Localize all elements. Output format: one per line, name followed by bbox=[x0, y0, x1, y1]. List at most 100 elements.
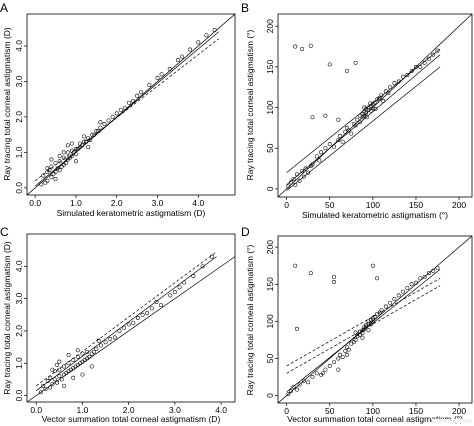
data-point-c bbox=[87, 354, 92, 359]
x-tick-label-a: 0.0 bbox=[29, 198, 41, 208]
data-point-c bbox=[43, 387, 48, 392]
x-ticks-b: 0 50 100 150 200 bbox=[284, 197, 466, 210]
data-point-a bbox=[96, 129, 101, 134]
data-point-b bbox=[409, 68, 414, 73]
fit-line-a-3 bbox=[34, 38, 219, 182]
data-point-a bbox=[69, 153, 74, 158]
data-point-c bbox=[117, 328, 122, 333]
data-point-b bbox=[370, 106, 375, 111]
data-point-b bbox=[401, 74, 405, 79]
data-point-a bbox=[65, 150, 70, 155]
data-point-c bbox=[48, 385, 53, 390]
data-point-b bbox=[426, 56, 431, 61]
data-point-c bbox=[45, 379, 50, 383]
data-point-a bbox=[63, 161, 68, 166]
x-tick-label-c: 4.0 bbox=[215, 405, 227, 415]
data-point-b bbox=[373, 107, 378, 112]
y-tick-label-d: 150 bbox=[265, 277, 275, 291]
data-point-d bbox=[336, 367, 341, 372]
data-point-a bbox=[118, 107, 123, 112]
data-point-d bbox=[426, 271, 431, 276]
data-point-d bbox=[327, 363, 332, 368]
publisher-credit-stamp bbox=[432, 419, 472, 423]
panel-label-d: D bbox=[241, 225, 250, 239]
data-point-b bbox=[405, 73, 410, 77]
data-point-d bbox=[346, 347, 351, 352]
data-point-c bbox=[177, 285, 182, 290]
x-tick-label-d: 150 bbox=[409, 406, 423, 416]
data-point-c bbox=[71, 358, 76, 362]
data-point-c bbox=[126, 322, 131, 327]
data-point-d bbox=[362, 327, 367, 332]
panel-label-a: A bbox=[0, 1, 8, 15]
data-point-b bbox=[357, 120, 362, 125]
data-point-d bbox=[353, 330, 358, 335]
data-point-a bbox=[94, 129, 99, 134]
data-point-b bbox=[388, 85, 393, 90]
y-tick-label-c: 3.0 bbox=[14, 292, 24, 304]
data-point-d bbox=[409, 282, 414, 287]
data-point-a bbox=[49, 175, 54, 180]
data-point-b bbox=[346, 128, 351, 133]
data-point-a bbox=[84, 139, 89, 144]
y-axis-label-d: Ray tracing total corneal astigmatism (°… bbox=[245, 244, 255, 395]
data-point-b bbox=[323, 146, 328, 151]
data-point-d bbox=[418, 276, 423, 281]
data-point-d bbox=[422, 274, 427, 279]
data-point-b bbox=[303, 166, 308, 171]
fit-line-d-3 bbox=[286, 278, 441, 367]
data-point-d bbox=[336, 356, 341, 361]
data-point-d bbox=[360, 331, 365, 336]
data-point-b bbox=[314, 154, 319, 159]
data-point-c bbox=[108, 337, 113, 341]
data-point-d bbox=[370, 263, 375, 268]
data-point-a bbox=[98, 120, 103, 125]
data-points-b bbox=[286, 43, 440, 189]
x-tick-label-a: 1.0 bbox=[70, 198, 82, 208]
data-point-a bbox=[147, 83, 152, 87]
data-point-a bbox=[102, 122, 107, 126]
data-point-b bbox=[332, 144, 337, 149]
data-point-b bbox=[364, 115, 369, 120]
data-point-d bbox=[332, 360, 337, 365]
data-point-a bbox=[49, 164, 54, 169]
data-point-d bbox=[392, 297, 397, 302]
y-tick-label-a: 0.0 bbox=[14, 182, 24, 194]
data-point-c bbox=[96, 338, 101, 343]
data-point-c bbox=[140, 312, 145, 317]
y-tick-label-d: 0 bbox=[265, 393, 275, 398]
x-tick-label-a: 3.0 bbox=[152, 198, 164, 208]
x-axis-label-d: Vector summation total corneal astigmati… bbox=[287, 414, 463, 424]
data-point-a bbox=[73, 152, 78, 157]
data-point-b bbox=[293, 182, 298, 187]
data-point-b bbox=[317, 158, 322, 163]
data-point-c bbox=[182, 280, 187, 285]
data-point-c bbox=[172, 290, 177, 295]
data-point-d bbox=[345, 345, 349, 350]
plot-frame-b bbox=[277, 13, 473, 198]
data-point-d bbox=[383, 304, 388, 309]
data-point-c bbox=[168, 293, 173, 298]
data-point-c bbox=[62, 383, 66, 388]
data-point-c bbox=[98, 343, 103, 348]
data-point-b bbox=[288, 180, 293, 185]
fit-line-c-2 bbox=[36, 256, 217, 391]
data-point-c bbox=[92, 349, 96, 354]
data-point-a bbox=[204, 33, 209, 38]
data-point-c bbox=[50, 382, 55, 387]
x-axis-label-c: Vector summation total corneal astigmati… bbox=[42, 414, 221, 424]
data-point-d bbox=[288, 389, 293, 394]
fit-line-b-3 bbox=[286, 66, 441, 191]
data-point-b bbox=[300, 168, 305, 173]
data-point-d bbox=[332, 274, 337, 279]
data-point-d bbox=[323, 367, 328, 372]
x-tick-label-b: 100 bbox=[366, 200, 380, 210]
data-point-a bbox=[41, 173, 46, 178]
data-point-d bbox=[413, 280, 418, 285]
data-point-d bbox=[314, 371, 319, 376]
data-point-d bbox=[345, 352, 349, 357]
data-point-b bbox=[413, 64, 418, 69]
data-point-c bbox=[38, 390, 43, 395]
data-point-d bbox=[332, 280, 337, 284]
data-point-a bbox=[53, 161, 58, 166]
